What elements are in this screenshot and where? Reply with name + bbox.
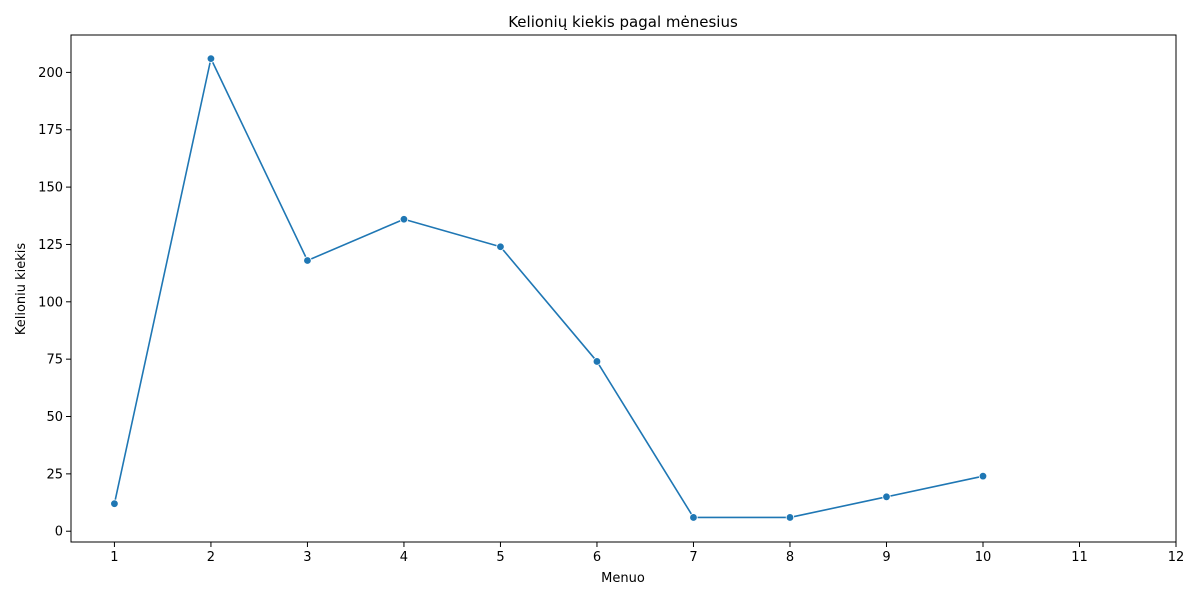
- y-tick-label: 200: [38, 66, 63, 81]
- data-point: [882, 492, 891, 502]
- y-tick-label: 50: [46, 410, 63, 425]
- data-point: [496, 242, 505, 251]
- x-tick-label: 4: [400, 550, 408, 565]
- series-line: [113, 57, 984, 519]
- x-tick-label: 3: [303, 550, 311, 565]
- x-tick-label: 11: [1071, 550, 1088, 565]
- x-tick-label: 7: [689, 550, 697, 565]
- data-point: [206, 54, 216, 63]
- x-tick-label: 1: [110, 550, 118, 565]
- y-tick-label: 25: [46, 467, 63, 482]
- x-tick-label: 5: [496, 550, 504, 565]
- y-axis-title: Kelioniu kiekis: [14, 243, 29, 336]
- plot-frame: [70, 34, 1177, 543]
- data-point: [303, 256, 312, 265]
- data-point: [399, 215, 409, 224]
- y-tick-label: 175: [38, 123, 63, 138]
- y-tick-label: 100: [38, 295, 63, 310]
- x-tick-label: 8: [786, 550, 794, 565]
- x-tick-label: 12: [1168, 550, 1185, 565]
- x-tick-label: 6: [593, 550, 601, 565]
- y-tick-label: 75: [46, 353, 63, 368]
- data-point: [785, 513, 795, 522]
- chart-title: Kelionių kiekis pagal mėnesius: [508, 13, 738, 31]
- y-tick-label: 0: [55, 525, 63, 540]
- data-point: [978, 471, 988, 481]
- data-point: [689, 513, 698, 522]
- x-axis-title: Menuo: [601, 571, 645, 586]
- data-point: [110, 499, 119, 508]
- y-tick-label: 125: [38, 238, 63, 253]
- x-tick-label: 2: [207, 550, 215, 565]
- x-tick-label: 10: [975, 550, 992, 565]
- x-tick-label: 9: [882, 550, 890, 565]
- data-point: [592, 357, 602, 366]
- y-tick-label: 150: [38, 181, 63, 196]
